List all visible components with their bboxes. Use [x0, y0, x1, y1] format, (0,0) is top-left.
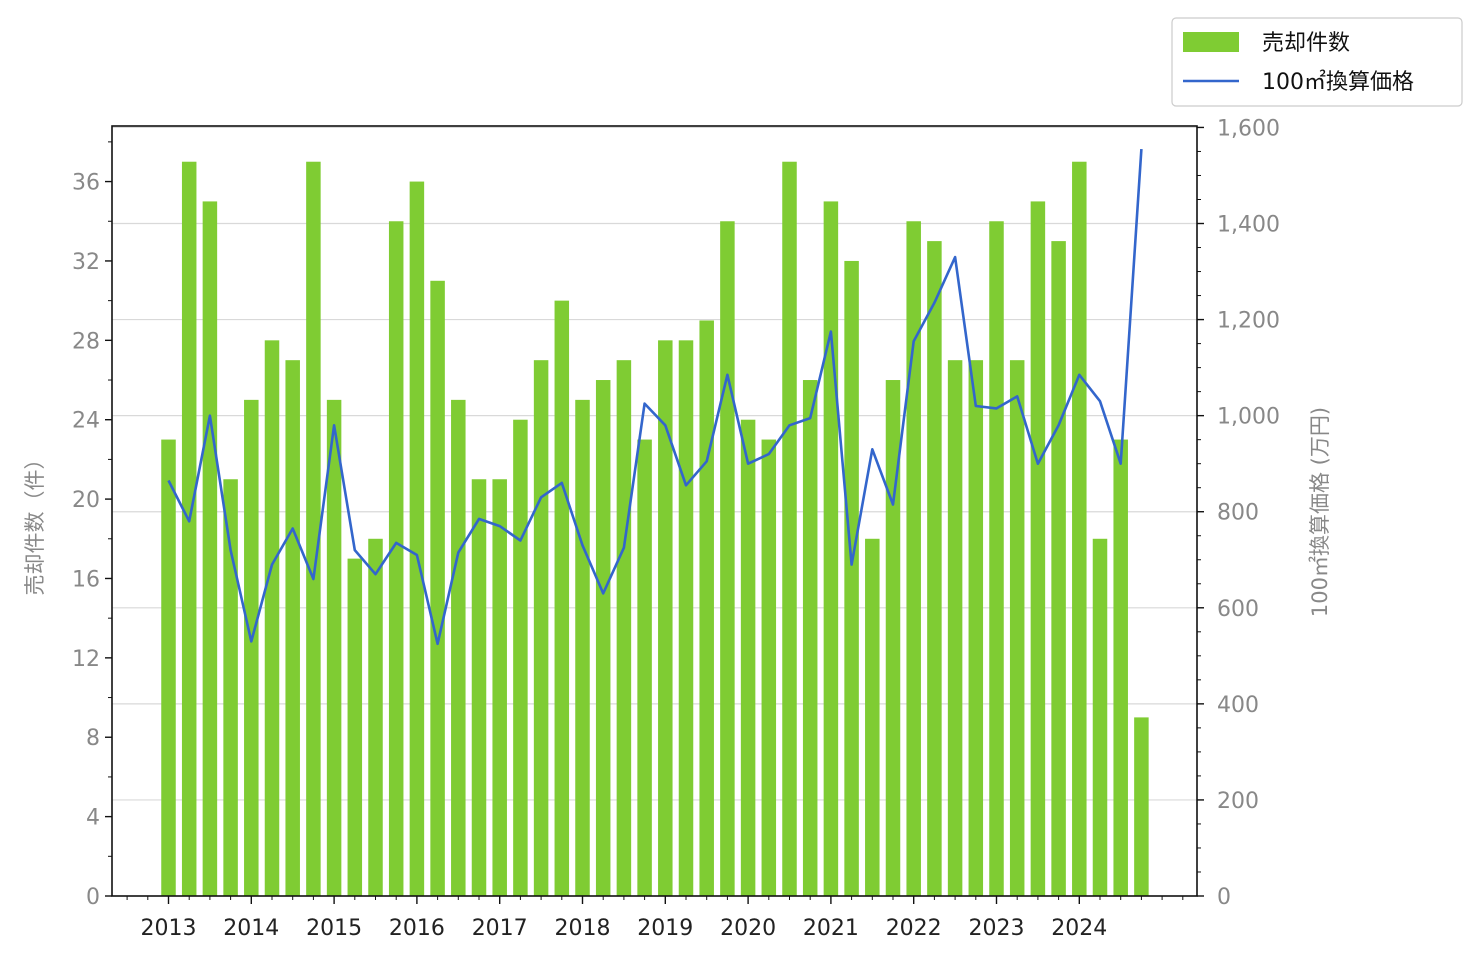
bar	[1134, 717, 1149, 896]
y-tick-label: 28	[72, 329, 100, 354]
bar	[264, 340, 280, 896]
axes: 0481216202428323602004006008001,0001,200…	[72, 116, 1280, 941]
bar	[947, 360, 963, 896]
legend: 売却件数 100㎡換算価格	[1171, 17, 1463, 107]
x-tick-label: 2018	[555, 916, 611, 941]
bar	[388, 221, 404, 896]
bar	[1030, 201, 1046, 897]
bar	[1092, 538, 1108, 896]
bar	[575, 399, 590, 896]
bar	[595, 380, 611, 896]
bar	[865, 538, 880, 896]
bar	[658, 340, 673, 896]
legend-label-bars: 売却件数	[1262, 31, 1350, 56]
bar	[306, 161, 321, 896]
bar	[492, 479, 507, 896]
y2-tick-label: 600	[1217, 597, 1259, 622]
x-tick-label: 2022	[886, 916, 942, 941]
legend-swatch-bars	[1183, 32, 1239, 52]
x-tick-label: 2017	[472, 916, 528, 941]
bar	[430, 280, 445, 896]
bar	[471, 479, 487, 896]
bar	[409, 181, 425, 896]
x-tick-label: 2019	[637, 916, 693, 941]
y2-axis-title: 100㎡換算価格 (万円)	[1308, 407, 1332, 617]
x-tick-label: 2023	[969, 916, 1025, 941]
y-tick-label: 20	[72, 488, 100, 513]
bar	[161, 439, 176, 896]
x-tick-label: 2016	[389, 916, 445, 941]
legend-box	[1171, 17, 1463, 107]
bar	[616, 360, 632, 896]
bar	[1051, 241, 1066, 896]
bar	[181, 161, 197, 896]
y2-tick-label: 0	[1217, 885, 1231, 910]
bar	[1072, 161, 1087, 896]
y-axis-title: 売却件数（件）	[23, 449, 47, 596]
y-tick-label: 8	[86, 726, 100, 751]
bar	[513, 419, 528, 896]
bar	[927, 241, 942, 896]
bar-series	[161, 161, 1149, 897]
legend-label-line: 100㎡換算価格	[1262, 69, 1414, 95]
plot-frame	[111, 125, 1198, 897]
x-tick-label: 2014	[223, 916, 279, 941]
bar	[285, 360, 300, 896]
bar	[906, 221, 921, 896]
y-tick-label: 4	[86, 806, 100, 831]
bar	[885, 380, 901, 896]
x-tick-label: 2024	[1051, 916, 1107, 941]
price-line	[167, 149, 1143, 646]
bar	[720, 221, 735, 896]
bar	[554, 300, 570, 896]
bar	[740, 419, 756, 896]
bar	[699, 320, 714, 897]
bar	[637, 439, 652, 896]
bar	[533, 360, 549, 896]
x-tick-label: 2013	[141, 916, 197, 941]
bar	[347, 558, 363, 896]
y2-tick-label: 1,400	[1217, 213, 1280, 238]
y-tick-label: 12	[72, 647, 100, 672]
y-tick-label: 0	[86, 885, 100, 910]
y2-tick-label: 400	[1217, 693, 1259, 718]
bar	[1113, 439, 1128, 896]
bar	[244, 399, 259, 896]
bar	[223, 479, 238, 896]
bar	[844, 260, 859, 896]
y2-tick-label: 1,000	[1217, 405, 1280, 430]
bar	[802, 380, 818, 896]
y2-tick-label: 1,200	[1217, 309, 1280, 334]
bar	[678, 340, 694, 896]
bar	[202, 201, 218, 897]
bar	[1009, 360, 1025, 896]
bar	[368, 538, 383, 896]
bar	[326, 399, 342, 896]
bar	[968, 360, 984, 896]
bar	[451, 399, 466, 896]
y2-tick-label: 1,600	[1217, 116, 1280, 141]
x-tick-label: 2020	[720, 916, 776, 941]
x-tick-label: 2021	[803, 916, 859, 941]
bar	[823, 201, 839, 897]
bar	[761, 439, 777, 896]
y-tick-label: 32	[72, 250, 100, 275]
y-tick-label: 16	[72, 567, 100, 592]
y2-tick-label: 800	[1217, 501, 1259, 526]
bar	[989, 221, 1004, 896]
y-tick-label: 24	[72, 409, 100, 434]
bar	[782, 161, 797, 896]
x-tick-label: 2015	[306, 916, 362, 941]
y-tick-label: 36	[72, 171, 100, 196]
y2-tick-label: 200	[1217, 789, 1259, 814]
